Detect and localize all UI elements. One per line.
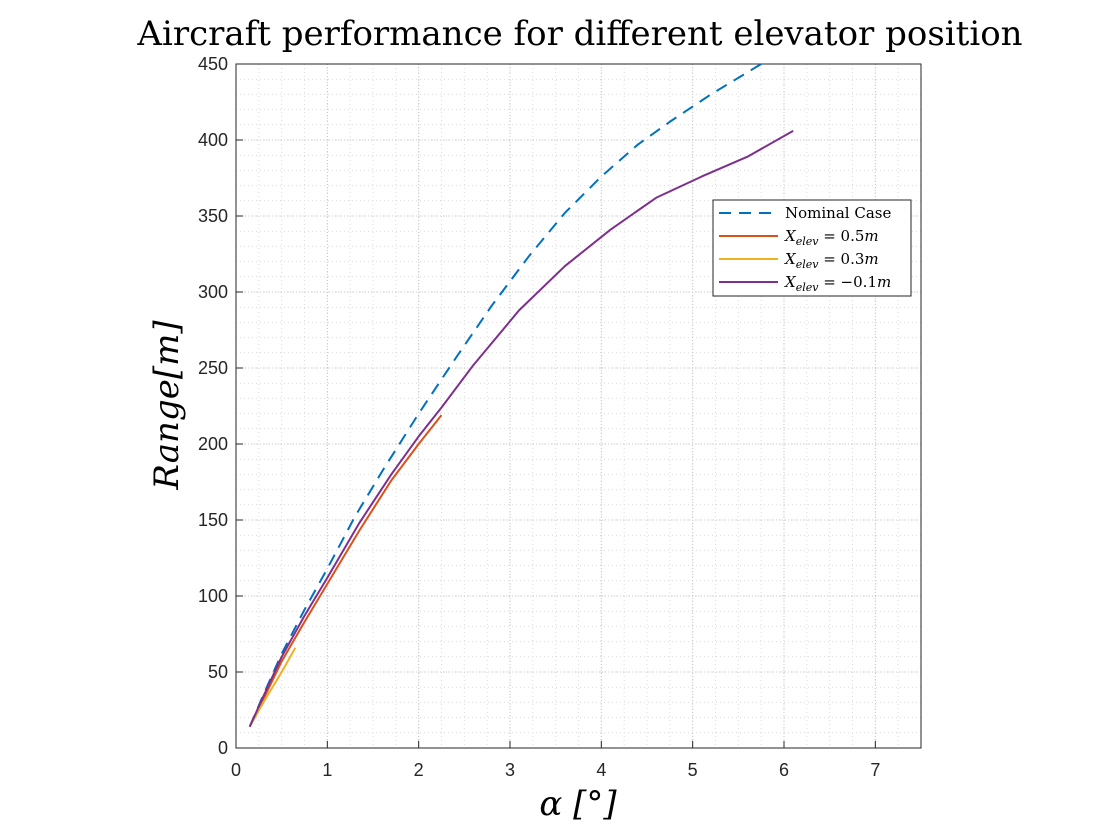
y-tick-label: 450 (198, 54, 228, 74)
y-axis-label: Range[m] (147, 320, 187, 491)
y-axis-ticks: 0 50 100 150 200 250 300 350 400 450 (198, 54, 243, 758)
legend-entry-label: Xelev = 0.5m (784, 227, 879, 248)
y-tick-label: 300 (198, 282, 228, 302)
series-line-3 (248, 647, 297, 728)
plot-area-frame (235, 63, 922, 749)
x-tick-label: 5 (688, 760, 698, 780)
y-tick-label: 100 (198, 586, 228, 606)
legend-entry-label: Xelev = −0.1m (784, 273, 891, 294)
x-tick-label: 3 (505, 760, 515, 780)
y-tick-label: 200 (198, 434, 228, 454)
chart-title: Aircraft performance for different eleva… (136, 14, 1022, 54)
y-tick-label: 150 (198, 510, 228, 530)
series-line-2 (248, 414, 443, 728)
legend-entry-label: Xelev = 0.3m (784, 250, 879, 271)
y-tick-label: 400 (198, 130, 228, 150)
x-axis-label: α [°] (539, 784, 617, 824)
legend-box (712, 199, 912, 297)
series-layer (248, 63, 794, 728)
legend-entry-label: Nominal Case (785, 204, 891, 222)
x-tick-label: 1 (322, 760, 332, 780)
y-tick-label: 250 (198, 358, 228, 378)
y-tick-label: 350 (198, 206, 228, 226)
x-tick-label: 2 (414, 760, 424, 780)
x-tick-label: 4 (596, 760, 606, 780)
x-tick-label: 6 (779, 760, 789, 780)
series-line-4 (248, 130, 794, 728)
x-axis-ticks: 0 1 2 3 4 5 6 7 (231, 741, 880, 780)
x-tick-label: 0 (231, 760, 241, 780)
y-tick-label: 50 (208, 662, 228, 682)
series-line-1 (248, 63, 762, 728)
x-tick-label: 7 (870, 760, 880, 780)
y-tick-label: 0 (218, 738, 228, 758)
